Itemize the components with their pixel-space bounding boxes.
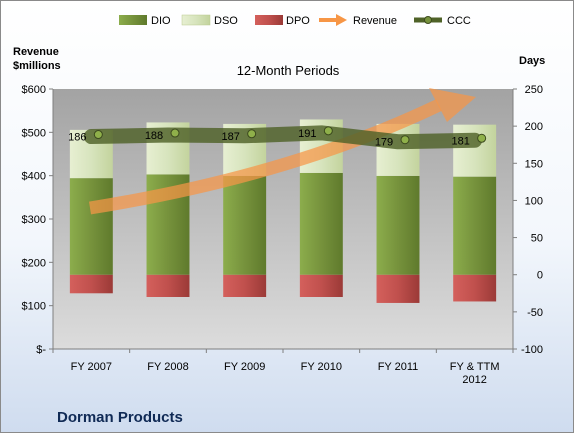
category-label: FY 2010	[301, 361, 342, 373]
right-tick-label: 200	[525, 121, 543, 133]
category-label: FY 2009	[224, 361, 265, 373]
legend: DIO DSO DPO Revenue CCC	[119, 14, 471, 27]
bars	[69, 119, 497, 303]
right-axis-title: Days	[519, 55, 545, 67]
ccc-data-label: 187	[221, 131, 239, 143]
left-tick-label: $200	[22, 257, 46, 269]
legend-swatch-dso	[181, 14, 211, 26]
company-name: Dorman Products	[57, 409, 183, 426]
bar-dso	[453, 124, 497, 177]
revenue-arrow-head	[429, 88, 476, 122]
ccc-point	[400, 135, 410, 145]
right-tick-label: 50	[531, 233, 543, 245]
left-tick-label: $600	[22, 84, 46, 96]
legend-label-dso: DSO	[214, 15, 238, 27]
right-tick-label: 0	[537, 270, 543, 282]
bar-dio	[223, 175, 267, 275]
bar-dpo	[223, 274, 267, 297]
ccc-point	[323, 126, 333, 136]
left-axis-title-line2: $millions	[13, 60, 61, 72]
right-tick-label: -50	[527, 307, 543, 319]
bar-dio	[69, 178, 113, 275]
right-tick-label: 100	[525, 195, 543, 207]
ccc-point	[247, 129, 257, 139]
ccc-point	[170, 128, 180, 138]
left-tick-label: $400	[22, 171, 46, 183]
right-tick-label: 150	[525, 158, 543, 170]
right-tick-label: -100	[521, 344, 543, 356]
ccc-data-label: 181	[451, 135, 469, 147]
bar-dpo	[69, 274, 113, 294]
right-tick-label: 250	[525, 84, 543, 96]
left-axis-ticks: $- $100 $200 $300 $400 $500 $600	[22, 84, 53, 356]
bar-dio	[453, 176, 497, 275]
category-label: FY 2008	[147, 361, 188, 373]
bar-dpo	[299, 274, 343, 297]
legend-label-revenue: Revenue	[353, 15, 397, 27]
bar-dpo	[453, 274, 497, 302]
ccc-series: 186 188 187 191 179 181	[68, 125, 487, 150]
bar-dio	[376, 175, 420, 275]
right-axis-ticks: -100 -50 0 50 100 150 200 250	[513, 84, 543, 356]
legend-label-ccc: CCC	[447, 15, 471, 27]
category-labels: FY 2007 FY 2008 FY 2009 FY 2010 FY 2011 FY & …	[52, 349, 514, 386]
ccc-data-label: 179	[375, 137, 393, 149]
left-tick-label: $500	[22, 127, 46, 139]
legend-swatch-revenue	[319, 14, 347, 26]
left-tick-label: $-	[36, 344, 46, 356]
category-label: FY & TTM	[450, 361, 500, 373]
ccc-point	[477, 133, 487, 143]
bar-dpo	[376, 274, 420, 303]
legend-label-dpo: DPO	[286, 15, 310, 27]
left-axis-title-line1: Revenue	[13, 46, 59, 58]
left-tick-label: $300	[22, 214, 46, 226]
bar-dio	[299, 172, 343, 275]
ccc-line	[83, 125, 483, 150]
bar-dpo	[146, 274, 190, 297]
left-tick-label: $100	[22, 301, 46, 313]
category-label: 2012	[462, 374, 486, 386]
chart-title: 12-Month Periods	[237, 63, 340, 78]
revenue-arrow-group	[88, 88, 476, 215]
legend-swatch-dio	[119, 15, 147, 25]
legend-label-dio: DIO	[151, 15, 171, 27]
legend-swatch-dpo	[255, 15, 283, 25]
category-label: FY 2007	[71, 361, 112, 373]
ccc-data-label: 191	[298, 128, 316, 140]
ccc-point	[93, 130, 103, 140]
category-label: FY 2011	[378, 361, 419, 373]
ccc-data-label: 186	[68, 132, 86, 144]
legend-swatch-ccc	[414, 16, 442, 24]
revenue-arrow-shaft	[88, 99, 442, 215]
ccc-data-label: 188	[145, 130, 163, 142]
